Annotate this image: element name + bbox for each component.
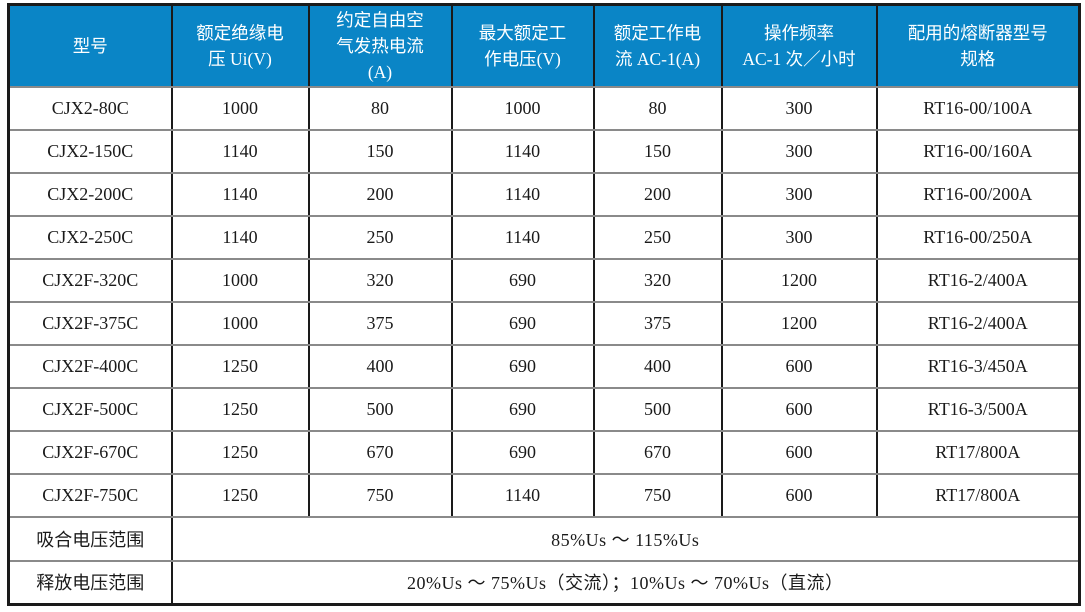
value-cell: 200 xyxy=(592,171,723,217)
column-header-max-voltage: 最大额定工 作电压(V) xyxy=(450,3,595,88)
value-cell: RT16-00/200A xyxy=(875,171,1081,217)
column-header-fuse-spec: 配用的熔断器型号 规格 xyxy=(875,3,1081,88)
value-cell: 320 xyxy=(307,257,453,303)
model-cell: CJX2-250C xyxy=(7,214,173,260)
value-cell: 300 xyxy=(720,214,878,260)
value-cell: 750 xyxy=(307,472,453,518)
table-row: CJX2-150C 1140 150 1140 150 300 RT16-00/160A xyxy=(7,128,1081,174)
value-cell: 250 xyxy=(592,214,723,260)
model-cell: CJX2-200C xyxy=(7,171,173,217)
column-header-insulation-voltage: 额定绝缘电 压 Ui(V) xyxy=(170,3,310,88)
value-cell: 400 xyxy=(307,343,453,389)
footer-row-release: 释放电压范围 20%Us ～ 75%Us（交流）；10%Us ～ 70%Us（直… xyxy=(7,559,1081,606)
model-cell: CJX2F-320C xyxy=(7,257,173,303)
value-cell: 300 xyxy=(720,128,878,174)
model-cell: CJX2F-670C xyxy=(7,429,173,475)
value-cell: 750 xyxy=(592,472,723,518)
model-cell: CJX2-150C xyxy=(7,128,173,174)
value-cell: 690 xyxy=(450,257,595,303)
spec-table: 型号 额定绝缘电 压 Ui(V) 约定自由空 气发热电流 (A) 最大额定工 作… xyxy=(7,3,1081,606)
column-header-op-frequency: 操作频率 AC-1 次／小时 xyxy=(720,3,878,88)
footer-row-pickup: 吸合电压范围 85%Us ～ 115%Us xyxy=(7,515,1081,562)
value-cell: RT17/800A xyxy=(875,472,1081,518)
column-header-model: 型号 xyxy=(7,3,173,88)
model-cell: CJX2F-375C xyxy=(7,300,173,346)
table-row: CJX2-80C 1000 80 1000 80 300 RT16-00/100A xyxy=(7,85,1081,131)
value-cell: 500 xyxy=(307,386,453,432)
value-cell: RT16-2/400A xyxy=(875,257,1081,303)
value-cell: 80 xyxy=(307,85,453,131)
model-cell: CJX2F-750C xyxy=(7,472,173,518)
value-cell: RT16-3/450A xyxy=(875,343,1081,389)
value-cell: 1140 xyxy=(170,214,310,260)
value-cell: 1000 xyxy=(170,257,310,303)
footer-label-release-voltage: 释放电压范围 xyxy=(7,559,173,606)
footer-label-pickup-voltage: 吸合电压范围 xyxy=(7,515,173,562)
table-row: CJX2-250C 1140 250 1140 250 300 RT16-00/250A xyxy=(7,214,1081,260)
value-cell: 200 xyxy=(307,171,453,217)
value-cell: 1140 xyxy=(450,214,595,260)
table-row: CJX2F-320C 1000 320 690 320 1200 RT16-2/400A xyxy=(7,257,1081,303)
value-cell: 1250 xyxy=(170,386,310,432)
value-cell: 1140 xyxy=(170,171,310,217)
value-cell: 600 xyxy=(720,429,878,475)
value-cell: 600 xyxy=(720,472,878,518)
value-cell: 320 xyxy=(592,257,723,303)
value-cell: 1250 xyxy=(170,343,310,389)
value-cell: 690 xyxy=(450,343,595,389)
footer-value-pickup-voltage: 85%Us ～ 115%Us xyxy=(170,515,1081,562)
footer-value-release-voltage: 20%Us ～ 75%Us（交流）；10%Us ～ 70%Us（直流） xyxy=(170,559,1081,606)
value-cell: RT16-3/500A xyxy=(875,386,1081,432)
value-cell: 1000 xyxy=(450,85,595,131)
value-cell: 1200 xyxy=(720,257,878,303)
column-header-working-current: 额定工作电 流 AC-1(A) xyxy=(592,3,723,88)
table-row: CJX2F-670C 1250 670 690 670 600 RT17/800A xyxy=(7,429,1081,475)
table-row: CJX2-200C 1140 200 1140 200 300 RT16-00/200A xyxy=(7,171,1081,217)
value-cell: 600 xyxy=(720,386,878,432)
table-row: CJX2F-400C 1250 400 690 400 600 RT16-3/450A xyxy=(7,343,1081,389)
table-footer: 吸合电压范围 85%Us ～ 115%Us 释放电压范围 20%Us ～ 75%… xyxy=(7,515,1081,606)
value-cell: 690 xyxy=(450,429,595,475)
table-row: CJX2F-500C 1250 500 690 500 600 RT16-3/500A xyxy=(7,386,1081,432)
value-cell: 1000 xyxy=(170,300,310,346)
value-cell: 1140 xyxy=(170,128,310,174)
value-cell: RT16-00/250A xyxy=(875,214,1081,260)
header-row: 型号 额定绝缘电 压 Ui(V) 约定自由空 气发热电流 (A) 最大额定工 作… xyxy=(7,3,1081,88)
value-cell: 375 xyxy=(592,300,723,346)
table-body: CJX2-80C 1000 80 1000 80 300 RT16-00/100A CJX2-… xyxy=(7,85,1081,518)
value-cell: RT17/800A xyxy=(875,429,1081,475)
value-cell: 150 xyxy=(307,128,453,174)
value-cell: 670 xyxy=(592,429,723,475)
value-cell: 1140 xyxy=(450,128,595,174)
table-row: CJX2F-750C 1250 750 1140 750 600 RT17/800A xyxy=(7,472,1081,518)
value-cell: 1140 xyxy=(450,171,595,217)
model-cell: CJX2F-400C xyxy=(7,343,173,389)
model-cell: CJX2F-500C xyxy=(7,386,173,432)
value-cell: 375 xyxy=(307,300,453,346)
value-cell: 150 xyxy=(592,128,723,174)
model-cell: CJX2-80C xyxy=(7,85,173,131)
table-row: CJX2F-375C 1000 375 690 375 1200 RT16-2/400A xyxy=(7,300,1081,346)
column-header-thermal-current: 约定自由空 气发热电流 (A) xyxy=(307,3,453,88)
value-cell: 250 xyxy=(307,214,453,260)
value-cell: 300 xyxy=(720,171,878,217)
value-cell: 1250 xyxy=(170,472,310,518)
table-header: 型号 额定绝缘电 压 Ui(V) 约定自由空 气发热电流 (A) 最大额定工 作… xyxy=(7,3,1081,88)
value-cell: 80 xyxy=(592,85,723,131)
value-cell: 690 xyxy=(450,300,595,346)
value-cell: 1140 xyxy=(450,472,595,518)
value-cell: RT16-00/100A xyxy=(875,85,1081,131)
value-cell: 1000 xyxy=(170,85,310,131)
value-cell: RT16-00/160A xyxy=(875,128,1081,174)
value-cell: RT16-2/400A xyxy=(875,300,1081,346)
value-cell: 670 xyxy=(307,429,453,475)
value-cell: 300 xyxy=(720,85,878,131)
value-cell: 1200 xyxy=(720,300,878,346)
value-cell: 690 xyxy=(450,386,595,432)
value-cell: 600 xyxy=(720,343,878,389)
value-cell: 400 xyxy=(592,343,723,389)
value-cell: 1250 xyxy=(170,429,310,475)
value-cell: 500 xyxy=(592,386,723,432)
